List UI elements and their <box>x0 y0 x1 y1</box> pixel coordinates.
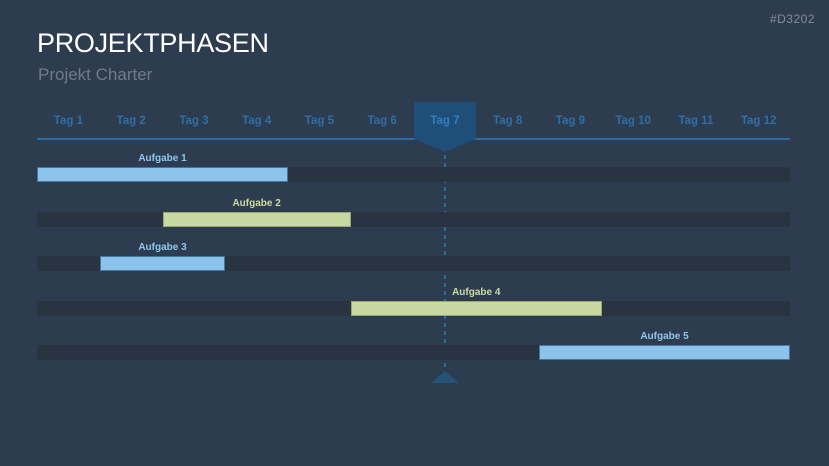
day-tab-label: Tag 4 <box>242 114 272 127</box>
day-tab-11[interactable]: Tag 11 <box>665 102 728 139</box>
day-tab-label: Tag 1 <box>53 114 83 127</box>
active-day-pointer-icon <box>413 139 476 152</box>
day-tab-label: Tag 9 <box>555 114 585 127</box>
day-tab-label: Tag 12 <box>740 114 777 127</box>
day-tab-label: Tag 2 <box>116 114 146 127</box>
task-bar-3[interactable] <box>99 256 226 271</box>
day-tab-label: Tag 8 <box>493 114 523 127</box>
day-tab-12[interactable]: Tag 12 <box>727 102 790 139</box>
task-bar-label: Aufgabe 4 <box>452 286 501 298</box>
task-bar-label: Aufgabe 3 <box>138 242 187 253</box>
active-day-arrow-up-icon <box>430 371 459 383</box>
task-bar-4[interactable] <box>350 300 602 316</box>
day-tab-label: Tag 5 <box>304 114 334 127</box>
page-title: PROJEKTPHASEN <box>37 28 269 58</box>
day-tab-label: Tag 3 <box>179 114 209 127</box>
day-tab-6[interactable]: Tag 6 <box>351 102 414 139</box>
task-bar-5[interactable] <box>539 345 790 360</box>
task-bar-label: Aufgabe 5 <box>640 331 689 342</box>
day-tab-1[interactable]: Tag 1 <box>37 102 100 139</box>
day-tab-label: Tag 10 <box>615 114 651 127</box>
day-tab-label: Tag 11 <box>678 114 714 127</box>
day-tab-label: Tag 6 <box>367 114 397 127</box>
day-tab-5[interactable]: Tag 5 <box>288 102 351 139</box>
task-bar-1[interactable] <box>37 167 288 182</box>
task-bar-label: Aufgabe 2 <box>232 197 281 209</box>
task-bar-label: Aufgabe 1 <box>138 153 187 164</box>
day-tab-3[interactable]: Tag 3 <box>163 102 226 139</box>
day-tab-10[interactable]: Tag 10 <box>602 102 665 139</box>
gantt-track-2 <box>37 211 790 227</box>
day-tab-8[interactable]: Tag 8 <box>476 102 539 139</box>
day-tab-4[interactable]: Tag 4 <box>225 102 288 139</box>
timeline-axis-line <box>37 138 790 140</box>
gantt-track-3 <box>37 256 790 271</box>
day-tab-7[interactable]: Tag 7 <box>413 102 477 139</box>
day-tab-9[interactable]: Tag 9 <box>539 102 602 139</box>
day-tab-2[interactable]: Tag 2 <box>100 102 163 139</box>
day-tab-label: Tag 7 <box>430 114 460 127</box>
template-code-badge: #D3202 <box>769 12 815 26</box>
page-subtitle: Projekt Charter <box>38 65 153 84</box>
task-bar-2[interactable] <box>162 211 351 227</box>
